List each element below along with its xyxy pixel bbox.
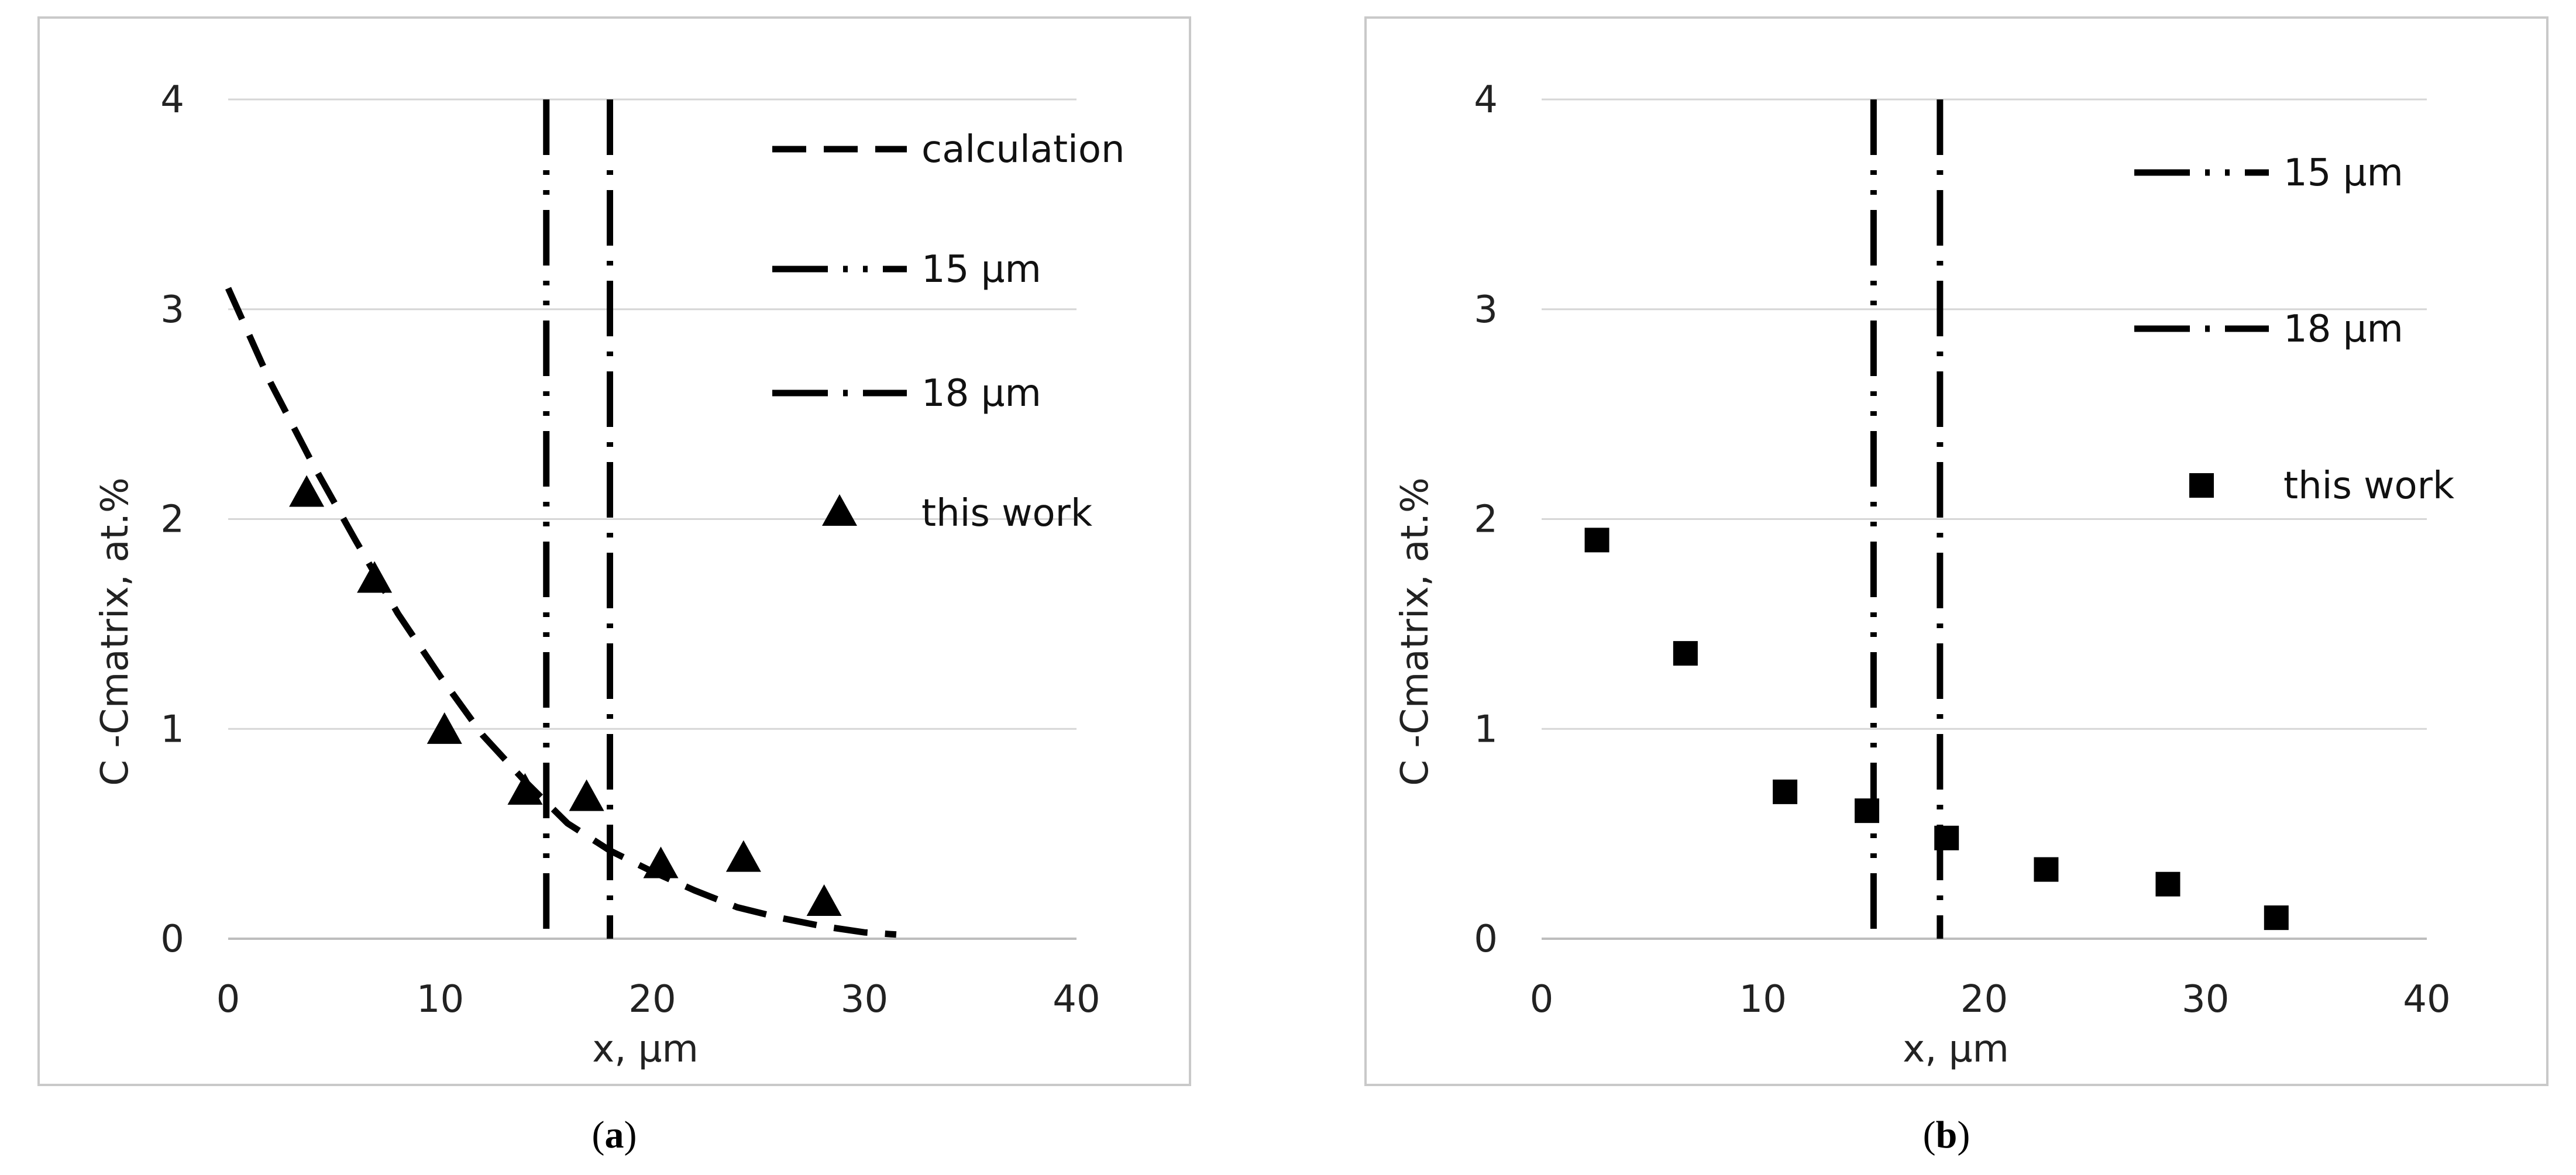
y-axis-title-b: C -Cmatrix, at.% [1394, 477, 1437, 786]
x-tick-label-b-1: 10 [1739, 978, 1787, 1021]
legend-label-b-2: this work [2283, 464, 2454, 508]
y-axis-title-a: C -Cmatrix, at.% [94, 477, 137, 786]
x-tick-label-a-3: 30 [841, 978, 888, 1021]
y-tick-label-a-2: 2 [160, 498, 184, 542]
data-point-triangle-a-6 [725, 840, 761, 872]
data-point-triangle-a-1 [357, 561, 393, 593]
y-tick-label-b-4: 4 [1474, 78, 1498, 122]
data-point-triangle-a-5 [643, 846, 679, 878]
legend-label-a-1: 15 µm [921, 248, 1041, 291]
legend-label-a-0: calculation [921, 128, 1125, 171]
x-tick-label-a-2: 20 [628, 978, 676, 1021]
data-point-triangle-a-3 [507, 773, 543, 805]
legend-label-a-2: 18 µm [921, 372, 1041, 415]
data-point-triangle-a-7 [806, 884, 842, 916]
y-tick-label-b-0: 0 [1474, 918, 1498, 961]
y-tick-label-a-0: 0 [160, 918, 184, 961]
data-point-square-b-7 [2264, 905, 2289, 931]
data-point-square-b-5 [2034, 857, 2059, 882]
legend-b: 15 µm 18 µm this work [2134, 151, 2454, 508]
data-point-square-b-0 [1584, 528, 1609, 553]
x-tick-label-b-3: 30 [2182, 978, 2229, 1021]
y-tick-label-a-1: 1 [160, 708, 184, 751]
y-tick-label-b-3: 3 [1474, 288, 1498, 332]
x-tick-label-b-2: 20 [1961, 978, 2008, 1021]
caption-b-letter: b [1936, 1114, 1958, 1156]
calculation-curve-a [225, 287, 897, 938]
x-tick-label-b-0: 0 [1530, 978, 1554, 1021]
data-point-square-b-2 [1773, 779, 1798, 804]
x-tick-label-a-0: 0 [216, 978, 240, 1021]
y-tick-label-a-3: 3 [160, 288, 184, 332]
caption-a: (a) [592, 1114, 637, 1156]
y-tick-label-a-4: 4 [160, 78, 184, 122]
x-tick-label-a-1: 10 [417, 978, 464, 1021]
panel-a-frame [37, 16, 1191, 1086]
data-point-square-b-6 [2155, 871, 2181, 897]
legend-label-a-3: this work [921, 492, 1092, 535]
data-point-triangle-a-4 [569, 779, 604, 811]
caption-a-letter: a [605, 1114, 624, 1156]
legend-label-b-0: 15 µm [2283, 151, 2403, 195]
caption-b: (b) [1923, 1114, 1970, 1156]
x-axis-title-a: x, µm [592, 1028, 699, 1071]
legend-swatch-b-2 [2189, 473, 2214, 498]
x-axis-title-b: x, µm [1903, 1028, 2009, 1071]
y-tick-label-b-1: 1 [1474, 708, 1498, 751]
data-point-square-b-4 [1934, 825, 1959, 850]
data-point-triangle-a-2 [427, 712, 462, 744]
y-tick-label-b-2: 2 [1474, 498, 1498, 542]
data-point-square-b-1 [1673, 641, 1698, 666]
x-tick-label-b-4: 40 [2403, 978, 2450, 1021]
legend-label-b-1: 18 µm [2283, 308, 2403, 351]
data-point-triangle-a-0 [289, 475, 325, 507]
x-tick-label-a-4: 40 [1053, 978, 1100, 1021]
legend-swatch-a-3 [822, 494, 857, 526]
legend-a: calculation 15 µm 18 µm this work [772, 128, 1125, 535]
data-point-square-b-3 [1855, 798, 1880, 823]
panel-b-frame [1364, 16, 2549, 1086]
